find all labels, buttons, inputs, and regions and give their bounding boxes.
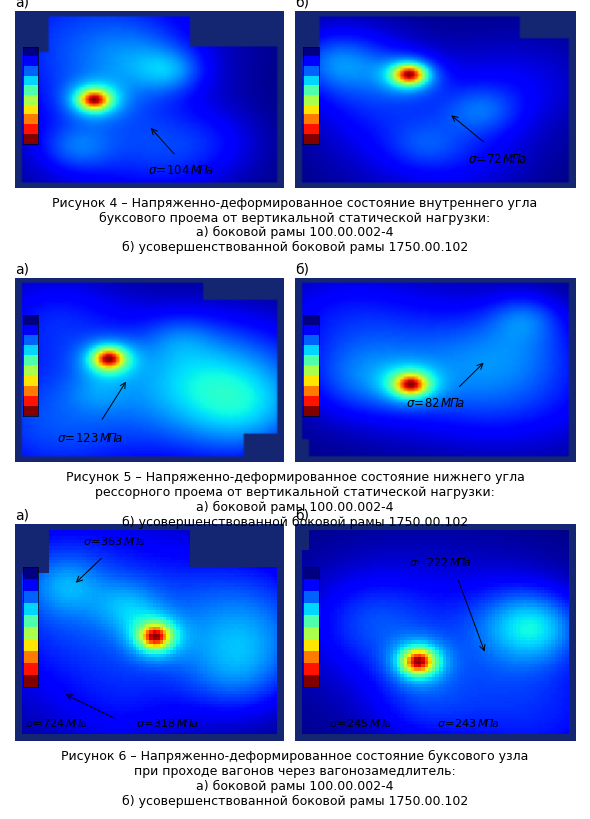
Bar [23, 675, 38, 687]
Bar [23, 651, 38, 663]
Bar [303, 96, 319, 106]
Text: б) усовершенствованной боковой рамы 1750.00.102: б) усовершенствованной боковой рамы 1750… [122, 241, 468, 254]
Bar [23, 57, 38, 67]
Bar [23, 346, 38, 355]
Bar [303, 627, 319, 639]
Bar [23, 639, 38, 651]
Bar [303, 639, 319, 651]
Bar [303, 134, 319, 144]
Bar [303, 325, 319, 336]
Bar [23, 663, 38, 675]
Text: $\sigma\!=\!318\,\mathit{М\!П\!а}$: $\sigma\!=\!318\,\mathit{М\!П\!а}$ [136, 716, 199, 728]
Bar [23, 67, 38, 76]
Text: $\sigma\!=\!123\,\mathit{М\!П\!а}$: $\sigma\!=\!123\,\mathit{М\!П\!а}$ [57, 432, 123, 445]
Text: а) боковой рамы 100.00.002-4: а) боковой рамы 100.00.002-4 [196, 779, 394, 792]
Bar [303, 663, 319, 675]
Text: а): а) [15, 262, 29, 276]
Bar [303, 336, 319, 346]
Bar [23, 387, 38, 396]
Text: Рисунок 4 – Напряженно-деформированное состояние внутреннего угла: Рисунок 4 – Напряженно-деформированное с… [53, 197, 537, 210]
Bar [23, 315, 38, 325]
Text: б): б) [295, 0, 309, 10]
Bar [303, 406, 319, 417]
Text: $\sigma\!=\!222\,\mathit{М\!П\!а}$: $\sigma\!=\!222\,\mathit{М\!П\!а}$ [409, 555, 472, 568]
Bar [23, 355, 38, 366]
Bar [303, 675, 319, 687]
Bar [23, 115, 38, 125]
Text: $\sigma\!=\!724\,\mathit{М\!П\!а}$: $\sigma\!=\!724\,\mathit{М\!П\!а}$ [25, 716, 88, 728]
Bar [23, 580, 38, 591]
Text: при проходе вагонов через вагонозамедлитель:: при проходе вагонов через вагонозамедлит… [134, 764, 456, 777]
Text: а): а) [15, 0, 29, 10]
Bar [23, 125, 38, 134]
Bar [23, 134, 38, 144]
Bar [303, 591, 319, 604]
Bar [23, 627, 38, 639]
Bar [23, 568, 38, 580]
Bar [23, 106, 38, 115]
Text: б): б) [295, 262, 309, 276]
Bar [303, 125, 319, 134]
Bar [303, 387, 319, 396]
Bar [303, 568, 319, 580]
Bar [303, 315, 319, 325]
Bar [303, 580, 319, 591]
Bar [303, 76, 319, 86]
Bar [23, 86, 38, 96]
Bar [23, 406, 38, 417]
Bar [303, 604, 319, 615]
Text: а): а) [15, 508, 29, 522]
Bar [303, 366, 319, 376]
Text: б) усовершенствованной боковой рамы 1750.00.102: б) усовершенствованной боковой рамы 1750… [122, 515, 468, 528]
Text: б) усовершенствованной боковой рамы 1750.00.102: б) усовершенствованной боковой рамы 1750… [122, 794, 468, 807]
Bar [303, 651, 319, 663]
Bar [303, 48, 319, 57]
Text: б): б) [295, 508, 309, 522]
Bar [23, 376, 38, 387]
Bar [23, 76, 38, 86]
Bar [303, 57, 319, 67]
Text: а) боковой рамы 100.00.002-4: а) боковой рамы 100.00.002-4 [196, 226, 394, 239]
Bar [23, 615, 38, 627]
Bar [23, 48, 38, 57]
Bar [303, 106, 319, 115]
Text: Рисунок 6 – Напряженно-деформированное состояние буксового узла: Рисунок 6 – Напряженно-деформированное с… [61, 749, 529, 762]
Bar [303, 67, 319, 76]
Text: буксового проема от вертикальной статической нагрузки:: буксового проема от вертикальной статиче… [99, 211, 491, 224]
Bar [23, 366, 38, 376]
Bar [23, 336, 38, 346]
Bar [303, 346, 319, 355]
Text: $\sigma\!=\!104\,\mathit{М\!П\!а}$: $\sigma\!=\!104\,\mathit{М\!П\!а}$ [148, 164, 214, 177]
Bar [303, 376, 319, 387]
Bar [303, 615, 319, 627]
Bar [303, 115, 319, 125]
Bar [23, 591, 38, 604]
Bar [23, 396, 38, 406]
Bar [23, 96, 38, 106]
Text: а) боковой рамы 100.00.002-4: а) боковой рамы 100.00.002-4 [196, 500, 394, 514]
Bar [23, 325, 38, 336]
Text: рессорного проема от вертикальной статической нагрузки:: рессорного проема от вертикальной статич… [95, 486, 495, 499]
Bar [303, 396, 319, 406]
Text: $\sigma\!=\!82\,\mathit{М\!П\!а}$: $\sigma\!=\!82\,\mathit{М\!П\!а}$ [406, 396, 464, 410]
Text: $\sigma\!=\!245\,\mathit{М\!П\!а}$: $\sigma\!=\!245\,\mathit{М\!П\!а}$ [329, 716, 391, 728]
Bar [303, 355, 319, 366]
Text: Рисунок 5 – Напряженно-деформированное состояние нижнего угла: Рисунок 5 – Напряженно-деформированное с… [65, 471, 525, 484]
Bar [23, 604, 38, 615]
Text: $\sigma\!=\!243\,\mathit{М\!П\!а}$: $\sigma\!=\!243\,\mathit{М\!П\!а}$ [437, 716, 500, 728]
Text: $\sigma\!=\!72\,\mathit{М\!П\!а}$: $\sigma\!=\!72\,\mathit{М\!П\!а}$ [467, 153, 526, 166]
Text: $\sigma\!=\!363\,\mathit{М\!П\!а}$: $\sigma\!=\!363\,\mathit{М\!П\!а}$ [83, 534, 145, 545]
Bar [303, 86, 319, 96]
